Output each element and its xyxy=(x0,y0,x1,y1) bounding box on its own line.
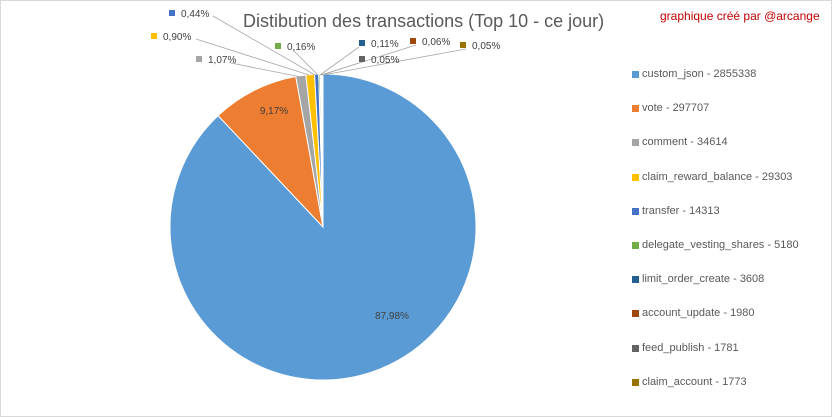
pie-slice-claim-account xyxy=(321,73,324,228)
data-label-text: 0,11% xyxy=(371,39,399,50)
data-label-text: 1,07% xyxy=(208,55,236,66)
data-label-text: 87,98% xyxy=(375,311,409,322)
data-label-text: 9,17% xyxy=(260,106,288,117)
legend-label: custom_json - 2855338 xyxy=(642,68,757,80)
data-label-vote: 9,17% xyxy=(260,106,288,117)
leader-line-transfer xyxy=(212,15,316,76)
data-label-text: 0,16% xyxy=(287,42,315,53)
data-label-text: 0,44% xyxy=(181,9,209,20)
leader-line-claim-reward-balance xyxy=(195,38,310,76)
legend-label: account_update - 1980 xyxy=(642,307,755,320)
data-label-swatch xyxy=(410,38,416,44)
data-label-swatch xyxy=(460,42,466,48)
legend-label: comment - 34614 xyxy=(642,136,728,149)
legend-swatch xyxy=(632,105,639,113)
chart-title: Distibution des transactions (Top 10 - c… xyxy=(243,11,605,31)
data-label-account-update: 0,06% xyxy=(410,37,450,48)
leader-line-delegate-vesting-shares xyxy=(292,49,319,76)
legend-swatch xyxy=(632,207,639,215)
leader-line-comment xyxy=(230,62,302,78)
legend-swatch xyxy=(632,378,639,386)
data-label-text: 0,90% xyxy=(163,32,191,43)
legend-label: claim_reward_balance - 29303 xyxy=(642,170,793,183)
legend-label: claim_account - 1773 xyxy=(642,375,747,388)
legend-swatch xyxy=(632,242,639,249)
legend-swatch xyxy=(632,310,639,318)
data-label-text: 0,05% xyxy=(472,41,500,52)
data-label-comment: 1,07% xyxy=(196,55,236,66)
pie-slice-vote xyxy=(217,75,324,229)
data-label-claim-account: 0,05% xyxy=(460,41,500,52)
data-label-swatch xyxy=(151,33,157,39)
legend-swatch xyxy=(632,71,639,78)
chart-credit: graphique créé par @arcange xyxy=(660,9,820,23)
legend-swatch xyxy=(632,139,639,147)
data-label-text: 0,05% xyxy=(371,55,399,66)
legend-label: delegate_vesting_shares - 5180 xyxy=(642,239,799,251)
legend-swatch xyxy=(632,173,639,181)
legend-swatch xyxy=(632,276,639,284)
data-label-transfer: 0,44% xyxy=(169,9,209,20)
legend-label: limit_order_create - 3608 xyxy=(642,273,765,286)
leader-line-limit-order-create xyxy=(319,46,360,76)
data-label-swatch xyxy=(275,43,281,49)
data-label-claim-reward-balance: 0,90% xyxy=(151,32,191,43)
legend-swatch xyxy=(632,344,639,352)
data-label-limit-order-create: 0,11% xyxy=(359,39,399,50)
legend-label: transfer - 14313 xyxy=(642,204,720,217)
data-label-feed-publish: 0,05% xyxy=(359,55,399,66)
leader-line-claim-account xyxy=(322,48,467,76)
legend-label: vote - 297707 xyxy=(642,102,710,115)
data-label-swatch xyxy=(196,56,202,62)
leader-line-feed-publish xyxy=(321,62,360,76)
data-label-swatch xyxy=(169,10,175,16)
data-label-swatch xyxy=(359,56,365,62)
data-label-text: 0,06% xyxy=(422,37,450,48)
data-label-swatch xyxy=(359,40,365,46)
data-label-custom-json: 87,98% xyxy=(375,311,409,322)
data-label-delegate-vesting-shares: 0,16% xyxy=(275,42,315,53)
legend-label: feed_publish - 1781 xyxy=(642,341,739,354)
